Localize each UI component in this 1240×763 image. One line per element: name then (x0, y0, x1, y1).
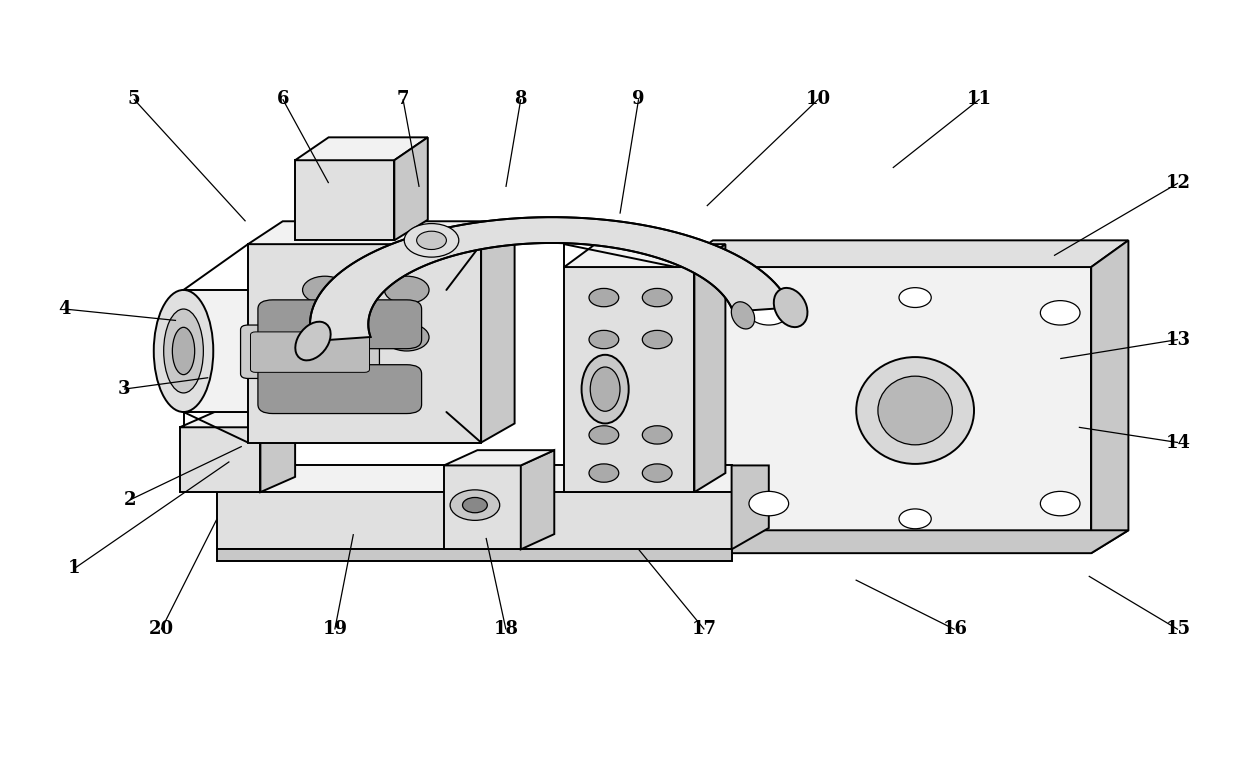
Ellipse shape (878, 376, 952, 445)
Text: 14: 14 (1166, 433, 1190, 452)
Circle shape (589, 288, 619, 307)
Text: 5: 5 (128, 90, 140, 108)
Text: 12: 12 (1166, 174, 1190, 192)
Circle shape (749, 491, 789, 516)
Circle shape (384, 324, 429, 351)
FancyBboxPatch shape (258, 365, 422, 414)
FancyBboxPatch shape (250, 332, 370, 372)
Text: 16: 16 (942, 620, 967, 639)
Circle shape (642, 426, 672, 444)
Polygon shape (521, 450, 554, 549)
Text: 15: 15 (1166, 620, 1190, 639)
Circle shape (642, 464, 672, 482)
Circle shape (899, 288, 931, 307)
Text: 18: 18 (494, 620, 518, 639)
Text: 17: 17 (692, 620, 717, 639)
Text: 11: 11 (967, 90, 992, 108)
Ellipse shape (154, 290, 213, 412)
Circle shape (463, 497, 487, 513)
Text: 3: 3 (118, 380, 130, 398)
Circle shape (642, 330, 672, 349)
Circle shape (589, 426, 619, 444)
Ellipse shape (164, 309, 203, 393)
Ellipse shape (732, 302, 755, 329)
Text: 7: 7 (397, 90, 409, 108)
Text: 10: 10 (806, 90, 831, 108)
Polygon shape (732, 465, 769, 549)
Ellipse shape (433, 320, 460, 382)
Polygon shape (184, 290, 446, 412)
Polygon shape (1091, 240, 1128, 553)
Polygon shape (676, 530, 1128, 553)
Circle shape (1040, 301, 1080, 325)
Circle shape (300, 345, 325, 360)
Text: 8: 8 (515, 90, 527, 108)
Text: 13: 13 (1166, 330, 1190, 349)
Circle shape (1040, 491, 1080, 516)
Polygon shape (676, 267, 1091, 553)
Polygon shape (180, 427, 260, 492)
Polygon shape (676, 240, 1128, 267)
Polygon shape (564, 267, 694, 492)
Ellipse shape (295, 322, 331, 360)
Polygon shape (310, 217, 791, 341)
Text: 20: 20 (149, 620, 174, 639)
Polygon shape (217, 492, 732, 549)
Polygon shape (217, 465, 732, 492)
Circle shape (450, 490, 500, 520)
Ellipse shape (582, 355, 629, 423)
Polygon shape (481, 221, 515, 443)
Polygon shape (295, 137, 428, 160)
Text: 1: 1 (68, 559, 81, 578)
Polygon shape (444, 465, 521, 549)
Ellipse shape (172, 327, 195, 375)
Polygon shape (248, 244, 481, 443)
Text: 2: 2 (124, 491, 136, 509)
Polygon shape (180, 412, 295, 427)
Polygon shape (217, 549, 732, 561)
Circle shape (899, 509, 931, 529)
Polygon shape (564, 244, 725, 267)
Circle shape (384, 276, 429, 304)
Circle shape (303, 324, 347, 351)
Circle shape (589, 464, 619, 482)
Polygon shape (394, 137, 428, 240)
Circle shape (404, 224, 459, 257)
Text: 6: 6 (277, 90, 289, 108)
Polygon shape (260, 412, 295, 492)
Circle shape (589, 330, 619, 349)
Circle shape (303, 276, 347, 304)
Circle shape (417, 231, 446, 250)
Polygon shape (444, 450, 554, 465)
FancyBboxPatch shape (241, 325, 379, 378)
Ellipse shape (856, 357, 975, 464)
FancyBboxPatch shape (258, 300, 422, 349)
Ellipse shape (774, 288, 807, 327)
Text: 19: 19 (322, 620, 347, 639)
Circle shape (642, 288, 672, 307)
Polygon shape (295, 160, 394, 240)
Ellipse shape (590, 367, 620, 411)
Polygon shape (694, 244, 725, 492)
Text: 9: 9 (632, 90, 645, 108)
Text: 4: 4 (58, 300, 71, 318)
Circle shape (749, 301, 789, 325)
Polygon shape (248, 221, 515, 244)
